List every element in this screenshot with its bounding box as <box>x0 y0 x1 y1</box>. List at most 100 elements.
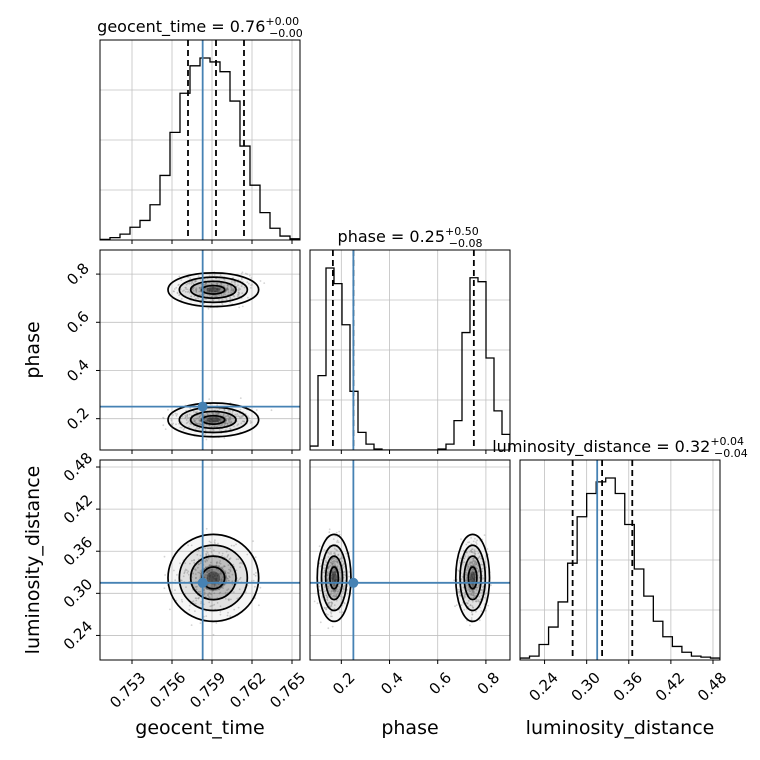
sample-point <box>326 579 329 582</box>
sample-point <box>477 600 480 602</box>
sample-point <box>180 579 182 582</box>
sample-point <box>332 575 335 578</box>
sample-point <box>341 557 344 560</box>
sample-point <box>186 572 189 574</box>
sample-point <box>472 606 474 609</box>
sample-point <box>478 570 480 572</box>
sample-point <box>474 553 476 556</box>
sample-point <box>215 579 218 582</box>
sample-point <box>348 575 350 578</box>
sample-point <box>212 429 215 432</box>
sample-point <box>480 589 483 591</box>
sample-point <box>325 559 327 562</box>
sample-point <box>203 283 206 286</box>
sample-point <box>227 588 230 590</box>
sample-point <box>213 578 215 580</box>
sample-point <box>237 293 239 296</box>
sample-point <box>238 306 241 309</box>
sample-point <box>237 579 239 582</box>
x-axis-label-luminosity-distance: luminosity_distance <box>526 717 715 739</box>
sample-point <box>194 419 197 422</box>
sample-point <box>474 552 477 555</box>
sample-point <box>164 428 167 430</box>
sample-point <box>237 291 240 294</box>
sample-point <box>461 575 464 578</box>
sample-point <box>216 282 219 285</box>
sample-point <box>198 419 201 421</box>
y-tick-label: 0.6 <box>63 307 93 337</box>
sample-point <box>169 608 171 611</box>
truth-marker <box>197 401 208 412</box>
sample-point <box>218 412 221 415</box>
sample-point <box>221 423 224 425</box>
sample-point <box>327 577 330 580</box>
sample-point <box>190 283 193 285</box>
sample-point <box>207 594 210 597</box>
sample-point <box>226 554 229 557</box>
x-axis-label-geocent-time: geocent_time <box>135 717 264 739</box>
sample-point <box>330 615 332 618</box>
sample-point <box>218 579 221 581</box>
sample-point <box>330 551 332 554</box>
sample-point <box>254 574 257 577</box>
truth-marker <box>197 577 208 588</box>
sample-point <box>208 416 211 419</box>
sample-point <box>326 599 329 602</box>
sample-point <box>254 556 257 559</box>
sample-point <box>218 564 220 567</box>
sample-point <box>331 615 333 618</box>
sample-point <box>194 281 196 283</box>
sample-point <box>203 593 206 596</box>
sample-point <box>212 553 214 556</box>
sample-point <box>179 426 182 429</box>
sample-point <box>223 285 225 287</box>
sample-point <box>477 565 479 567</box>
sample-point <box>215 564 218 567</box>
sample-point <box>177 284 180 286</box>
sample-point <box>229 421 232 424</box>
sample-point <box>233 289 236 292</box>
sample-point <box>208 578 211 581</box>
sample-point <box>332 538 335 540</box>
sample-point <box>222 576 225 579</box>
sample-point <box>219 425 222 428</box>
sample-point <box>188 291 191 294</box>
sample-point <box>318 585 321 588</box>
sample-point <box>190 280 193 283</box>
sample-point <box>466 551 468 554</box>
sample-point <box>333 552 335 555</box>
sample-point <box>227 289 230 291</box>
sample-point <box>328 531 331 534</box>
sample-point <box>210 593 213 596</box>
sample-point <box>484 561 487 563</box>
sample-point <box>478 576 481 579</box>
sample-point <box>473 580 476 582</box>
sample-point <box>329 561 332 564</box>
sample-point <box>484 609 487 612</box>
sample-point <box>184 290 187 293</box>
sample-point <box>228 421 231 424</box>
sample-point <box>192 425 195 427</box>
sample-point <box>208 601 211 604</box>
sample-point <box>212 420 215 423</box>
sample-point <box>242 420 245 423</box>
sample-point <box>342 562 345 564</box>
sample-point <box>343 602 346 605</box>
sample-point <box>213 575 216 578</box>
sample-point <box>472 590 474 593</box>
sample-point <box>323 549 326 551</box>
sample-point <box>229 570 232 573</box>
sample-point <box>472 540 475 543</box>
sample-point <box>229 428 232 430</box>
sample-point <box>214 287 217 290</box>
sample-point <box>235 558 238 561</box>
sample-point <box>204 561 207 563</box>
sample-point <box>473 552 476 555</box>
sample-point <box>228 575 231 577</box>
sample-point <box>331 563 334 565</box>
sample-point <box>466 576 468 579</box>
sample-point <box>471 584 474 587</box>
sample-point <box>197 563 200 565</box>
sample-point <box>211 421 214 424</box>
sample-point <box>206 571 208 574</box>
